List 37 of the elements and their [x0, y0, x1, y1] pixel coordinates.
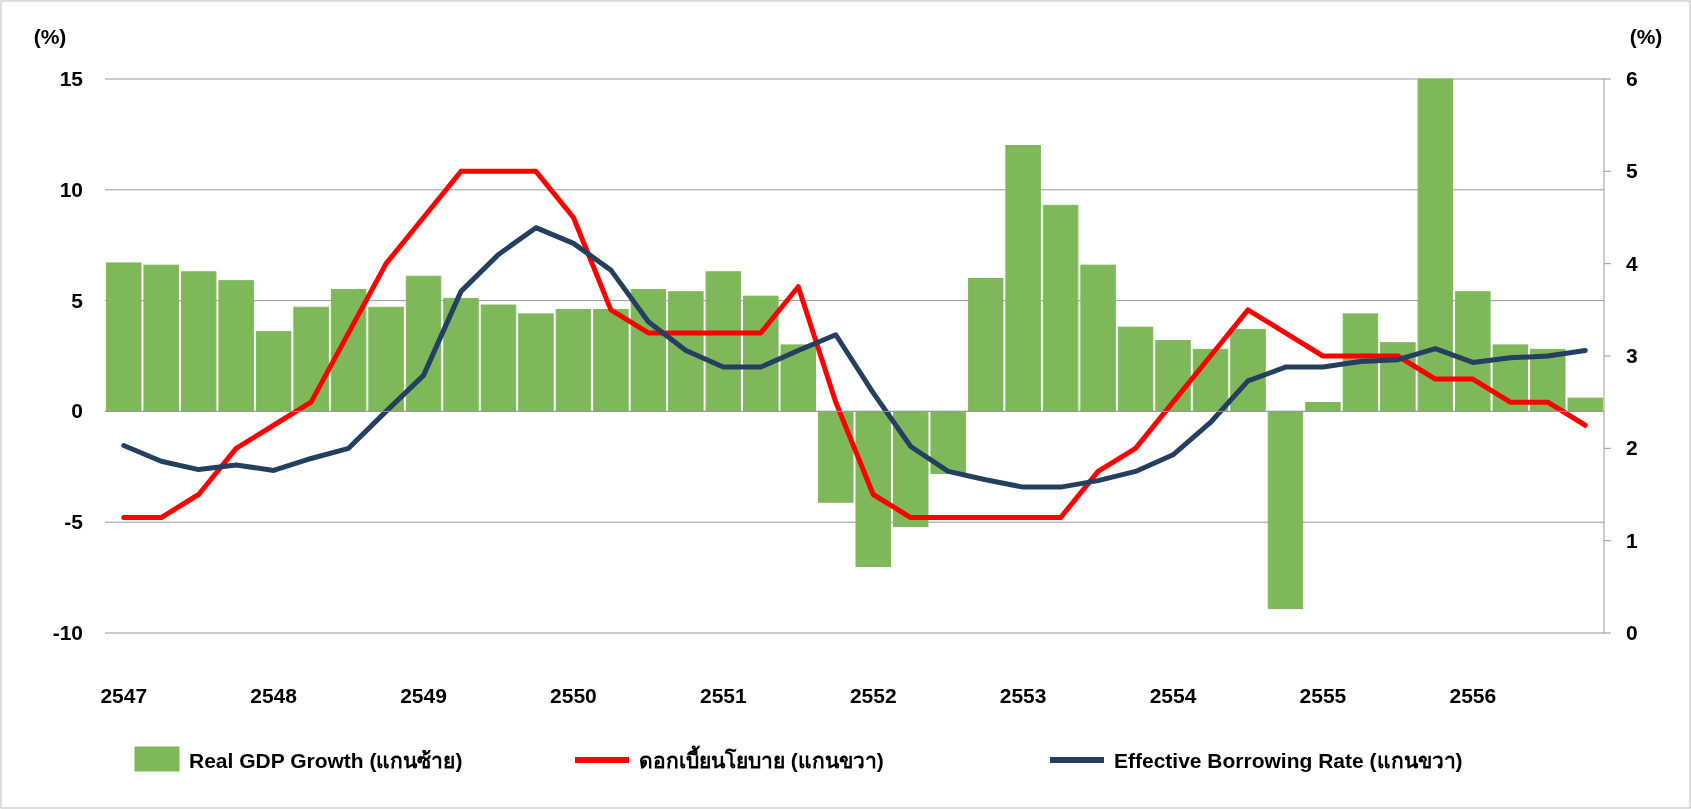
- x-tick-label: 2549: [400, 684, 447, 707]
- bar: [480, 304, 517, 412]
- bar: [368, 306, 404, 412]
- x-tick-label: 2556: [1449, 684, 1497, 707]
- y-tick-label: 15: [59, 67, 84, 90]
- x-tick-label: 2548: [250, 684, 298, 707]
- x-tick-label: 2547: [100, 684, 148, 707]
- y-tick-label: -5: [64, 510, 84, 534]
- y2-tick-label: 3: [1626, 344, 1638, 367]
- y2-tick-label: 4: [1626, 251, 1638, 275]
- x-tick-label: 2550: [550, 684, 597, 707]
- bar: [330, 289, 367, 412]
- x-tick-label: 2551: [699, 684, 748, 707]
- bar: [1267, 410, 1304, 610]
- bar: [443, 297, 479, 412]
- y2-tick-label: 1: [1626, 528, 1638, 552]
- x-tick-label: 2552: [849, 684, 897, 707]
- y-tick-label: 10: [59, 177, 83, 201]
- bar: [555, 308, 592, 412]
- y-tick-label: 5: [71, 288, 84, 312]
- y2-tick-label: 0: [1626, 621, 1638, 644]
- y2-tick-label: 6: [1626, 67, 1638, 90]
- x-tick-label: 2553: [999, 684, 1047, 707]
- bar: [1155, 339, 1191, 412]
- bar: [405, 275, 442, 412]
- x-tick-label: 2554: [1149, 684, 1197, 707]
- x-tick-label: 2555: [1299, 684, 1347, 707]
- bar: [1305, 402, 1341, 412]
- y-tick-label: 0: [71, 399, 83, 423]
- y-axis-title: (%): [33, 25, 67, 48]
- y2-tick-label: 5: [1626, 159, 1638, 183]
- y2-axis-title: (%): [1629, 25, 1663, 48]
- bar: [1230, 328, 1266, 412]
- bar: [1117, 326, 1154, 412]
- y2-tick-label: 2: [1626, 436, 1638, 460]
- bar: [518, 313, 554, 412]
- y-tick-label: -10: [52, 621, 83, 644]
